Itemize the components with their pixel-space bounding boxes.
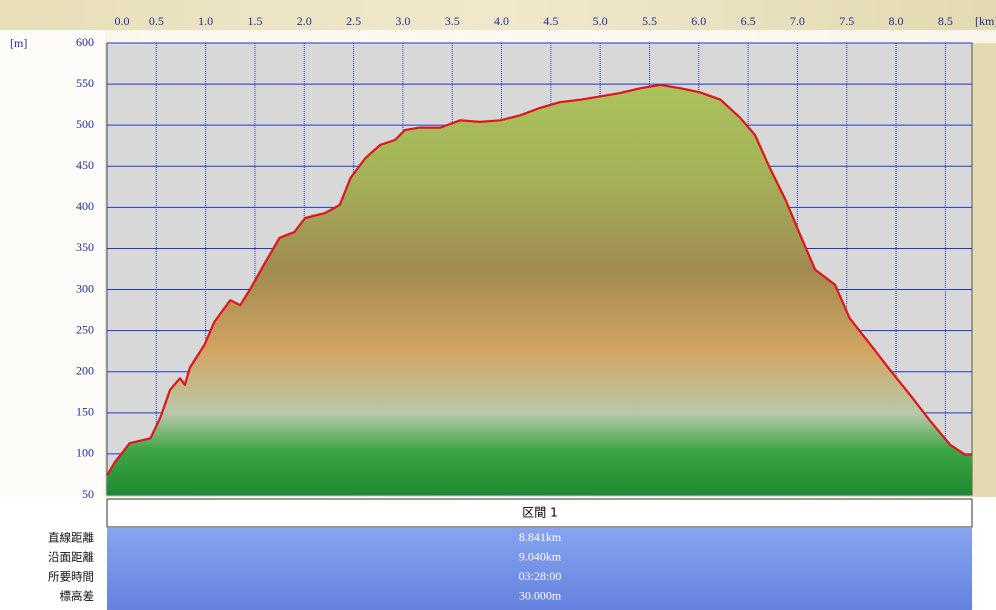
y-tick-label: 50 bbox=[82, 487, 94, 501]
x-tick-label: 7.5 bbox=[839, 14, 854, 28]
x-tick-label: 5.0 bbox=[593, 14, 608, 28]
y-tick-label: 550 bbox=[76, 76, 94, 90]
row-value: 9.040km bbox=[519, 549, 562, 563]
x-tick-label: 0.5 bbox=[149, 14, 164, 28]
x-tick-label: 3.0 bbox=[395, 14, 410, 28]
row-label: 標高差 bbox=[60, 589, 95, 603]
x-tick-label: 6.0 bbox=[691, 14, 706, 28]
axis-panel bbox=[105, 30, 996, 43]
axis-panel bbox=[0, 30, 105, 497]
x-tick-label: 1.0 bbox=[198, 14, 213, 28]
y-tick-label: 200 bbox=[76, 363, 94, 377]
row-label: 所要時間 bbox=[48, 570, 94, 584]
y-axis-label: [m] bbox=[10, 36, 27, 50]
row-label: 直線距離 bbox=[48, 531, 94, 545]
row-value: 8.841km bbox=[519, 530, 562, 544]
y-tick-label: 250 bbox=[76, 322, 94, 336]
y-tick-label: 500 bbox=[76, 117, 94, 131]
row-value: 30.000m bbox=[519, 588, 562, 602]
table-header: 区間 1 bbox=[522, 506, 557, 520]
x-tick-label: 6.5 bbox=[741, 14, 756, 28]
y-tick-label: 600 bbox=[76, 35, 94, 49]
x-tick-label: 4.5 bbox=[543, 14, 558, 28]
x-axis-label: [km] bbox=[975, 14, 996, 28]
page: {"chart_data": {"type": "area", "x_label… bbox=[0, 0, 996, 610]
x-tick-label: 2.5 bbox=[346, 14, 361, 28]
screen: [m] [km] 区間 1 直線距離 8.841km 沿面距離 9.040km 所要時間… bbox=[0, 0, 996, 610]
y-tick-label: 150 bbox=[76, 405, 94, 419]
y-tick-label: 300 bbox=[76, 281, 94, 295]
x-tick-label: 8.5 bbox=[938, 14, 953, 28]
y-tick-label: 400 bbox=[76, 199, 94, 213]
x-tick-label: 3.5 bbox=[445, 14, 460, 28]
y-tick-label: 350 bbox=[76, 240, 94, 254]
x-tick-label: 4.0 bbox=[494, 14, 509, 28]
x-tick-label: 7.0 bbox=[790, 14, 805, 28]
y-tick-label: 100 bbox=[76, 446, 94, 460]
row-value: 03:28:00 bbox=[519, 569, 562, 583]
row-label: 沿面距離 bbox=[48, 550, 94, 564]
x-tick-label: 2.0 bbox=[297, 14, 312, 28]
y-tick-label: 450 bbox=[76, 158, 94, 172]
x-tick-label: 5.5 bbox=[642, 14, 657, 28]
x-tick-label: 1.5 bbox=[247, 14, 262, 28]
x-tick-label: 0.0 bbox=[115, 14, 130, 28]
x-tick-label: 8.0 bbox=[889, 14, 904, 28]
